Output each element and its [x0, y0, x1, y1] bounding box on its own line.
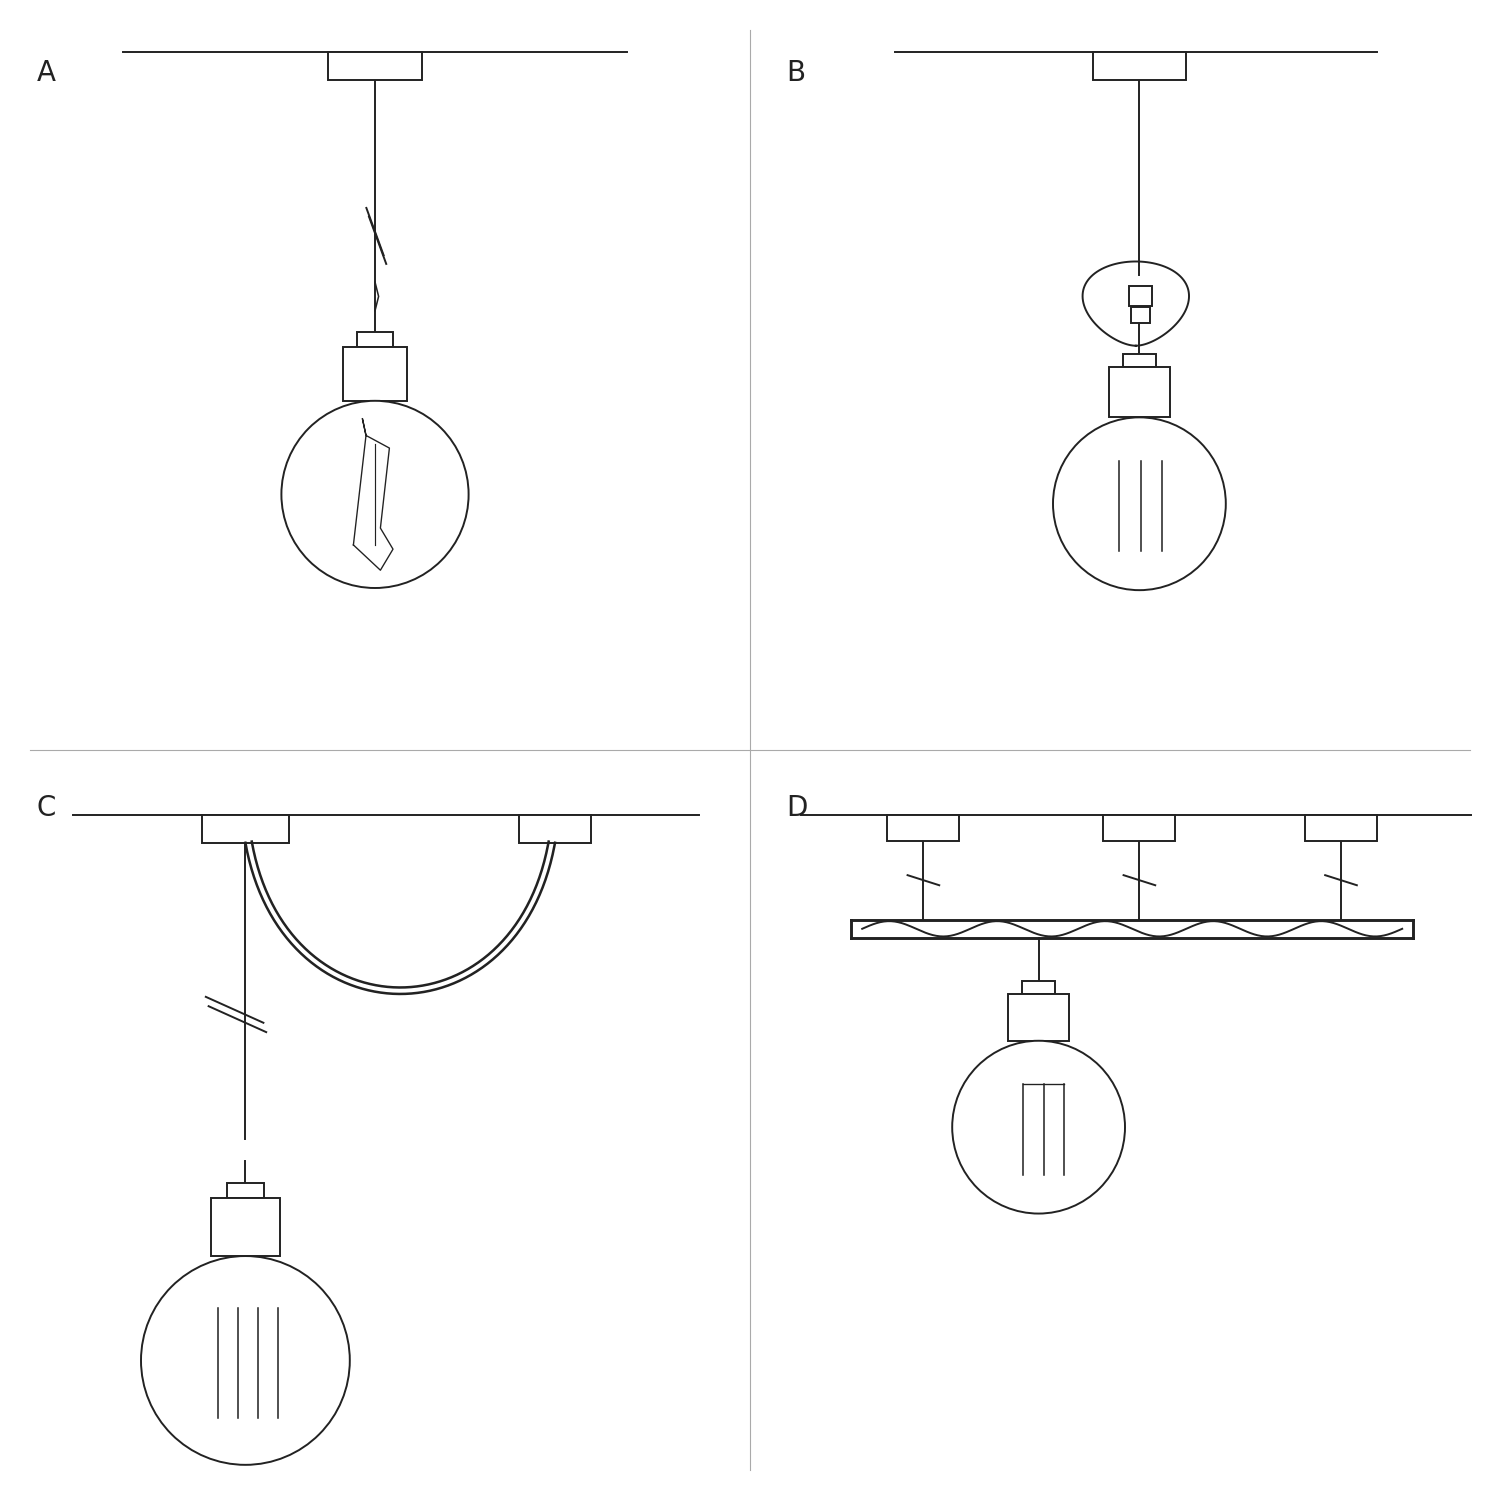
- Bar: [1108, 368, 1170, 417]
- Bar: [226, 1182, 264, 1198]
- Bar: [1128, 285, 1152, 306]
- Bar: [519, 816, 591, 843]
- Bar: [1008, 994, 1070, 1041]
- Circle shape: [1053, 417, 1226, 590]
- Bar: [328, 51, 422, 81]
- Text: C: C: [36, 794, 56, 822]
- Bar: [202, 816, 288, 843]
- Bar: [342, 346, 408, 400]
- Bar: [211, 1198, 279, 1256]
- Bar: [1092, 51, 1186, 81]
- Bar: [888, 816, 960, 840]
- Bar: [1023, 981, 1054, 994]
- Bar: [357, 333, 393, 346]
- Bar: [1104, 816, 1176, 840]
- Circle shape: [952, 1041, 1125, 1214]
- Text: B: B: [786, 58, 806, 87]
- Circle shape: [282, 400, 468, 588]
- Circle shape: [141, 1256, 350, 1466]
- Text: A: A: [36, 58, 56, 87]
- Text: D: D: [786, 794, 808, 822]
- Bar: [1124, 354, 1155, 368]
- Bar: [1305, 816, 1377, 840]
- Bar: [1131, 308, 1150, 322]
